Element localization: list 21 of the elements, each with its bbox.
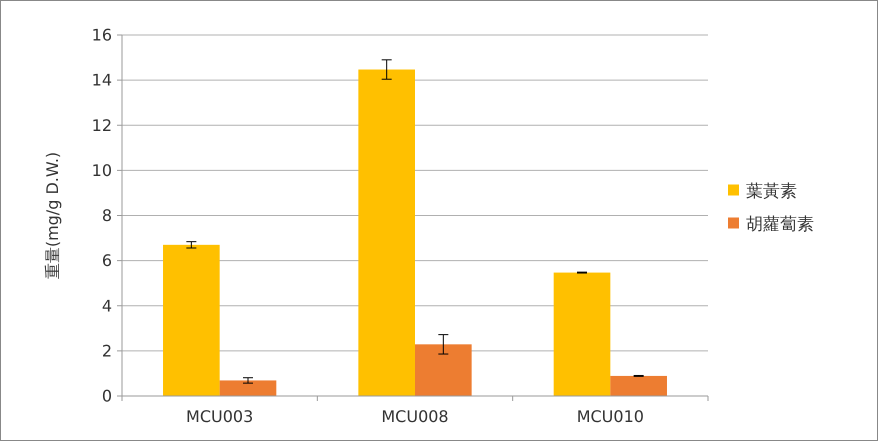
legend-label: 葉黃素: [746, 181, 797, 202]
x-tick-label: MCU003: [186, 407, 254, 426]
bar: [554, 272, 610, 396]
x-tick-label: MCU008: [381, 407, 449, 426]
bar: [358, 70, 415, 396]
y-tick-label: 10: [92, 160, 112, 180]
bar: [610, 376, 667, 396]
legend-label: 胡蘿蔔素: [746, 214, 814, 234]
y-tick-label: 2: [102, 341, 112, 360]
y-tick-label: 12: [92, 116, 112, 135]
y-axis-title: 重量(mg/g D.W.): [43, 152, 62, 280]
y-tick-label: 4: [102, 296, 112, 316]
bar: [220, 380, 276, 396]
y-tick-label: 16: [92, 26, 112, 45]
bar: [163, 244, 220, 396]
x-tick-label: MCU010: [576, 407, 644, 426]
y-tick-label: 8: [102, 206, 112, 226]
y-tick-label: 6: [102, 251, 112, 270]
bar: [415, 344, 472, 396]
y-tick-label: 14: [92, 70, 112, 90]
y-tick-label: 0: [102, 386, 112, 406]
